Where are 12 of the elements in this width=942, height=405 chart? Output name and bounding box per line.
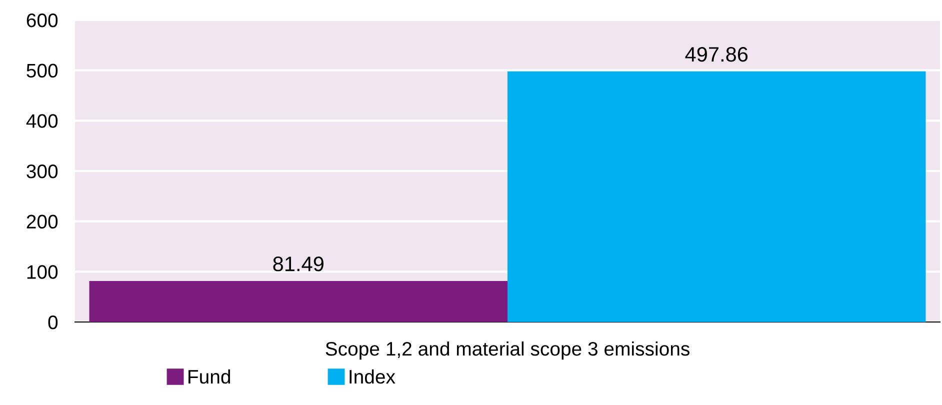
x-tick-label: Scope 1,2 and material scope 3 emissions (326, 341, 690, 360)
legend-label: Fund (188, 369, 230, 384)
y-tick-label: 600 (26, 13, 58, 28)
y-tick-label: 100 (27, 265, 58, 279)
data-label: 497.86 (685, 46, 748, 62)
y-tick-label: 300 (26, 164, 58, 178)
y-tick-label: 500 (26, 64, 58, 78)
legend-label: Index (350, 369, 396, 384)
y-tick-label: 0 (48, 315, 58, 330)
data-label: 81.49 (273, 256, 324, 272)
y-tick-label: 400 (26, 114, 58, 128)
y-tick-label: 200 (26, 214, 58, 229)
